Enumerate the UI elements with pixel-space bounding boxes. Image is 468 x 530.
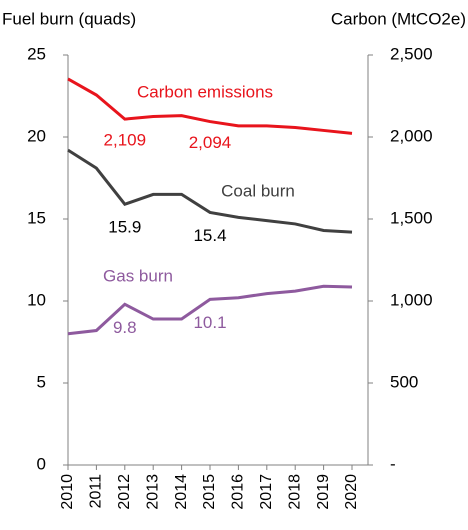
series-line (67, 77, 353, 135)
y2-tick-label: 1,500 (390, 208, 433, 227)
x-tick-label: 2020 (343, 474, 360, 510)
data-label: 15.9 (108, 218, 141, 237)
y-tick-label: 15 (27, 208, 46, 227)
x-tick-label: 2013 (144, 474, 161, 510)
series-line (67, 148, 353, 234)
x-tick-label: 2017 (258, 474, 275, 510)
y2-tick-label: 2,500 (390, 44, 433, 63)
y-tick-label: 20 (27, 126, 46, 145)
x-tick-label: 2018 (286, 474, 303, 510)
y2-axis-title: Carbon (MtCO2e) (331, 9, 466, 28)
y-tick-label: 0 (37, 454, 46, 473)
y-tick-label: 10 (27, 290, 46, 309)
data-label: 2,109 (104, 131, 147, 150)
y2-tick-label: - (390, 454, 396, 473)
series-line (67, 284, 353, 336)
series-label: Coal burn (221, 181, 295, 200)
x-tick-label: 2012 (116, 474, 133, 510)
y-tick-label: 25 (27, 44, 46, 63)
x-tick-label: 2015 (201, 474, 218, 510)
data-label: 9.8 (113, 318, 137, 337)
y2-tick-label: 2,000 (390, 126, 433, 145)
x-tick-label: 2016 (230, 474, 247, 510)
y-tick-label: 5 (37, 372, 46, 391)
x-tick-label: 2014 (173, 474, 190, 510)
data-label: 2,094 (189, 133, 232, 152)
series-label: Gas burn (103, 266, 173, 285)
x-tick-label: 2011 (88, 474, 105, 509)
x-tick-label: 2010 (59, 474, 76, 510)
y2-tick-label: 500 (390, 372, 418, 391)
data-label: 15.4 (193, 226, 226, 245)
y-axis-title: Fuel burn (quads) (2, 9, 136, 28)
data-label: 10.1 (193, 313, 226, 332)
y2-tick-label: 1,000 (390, 290, 433, 309)
x-tick-label: 2019 (315, 474, 332, 510)
series-label: Carbon emissions (137, 82, 273, 101)
